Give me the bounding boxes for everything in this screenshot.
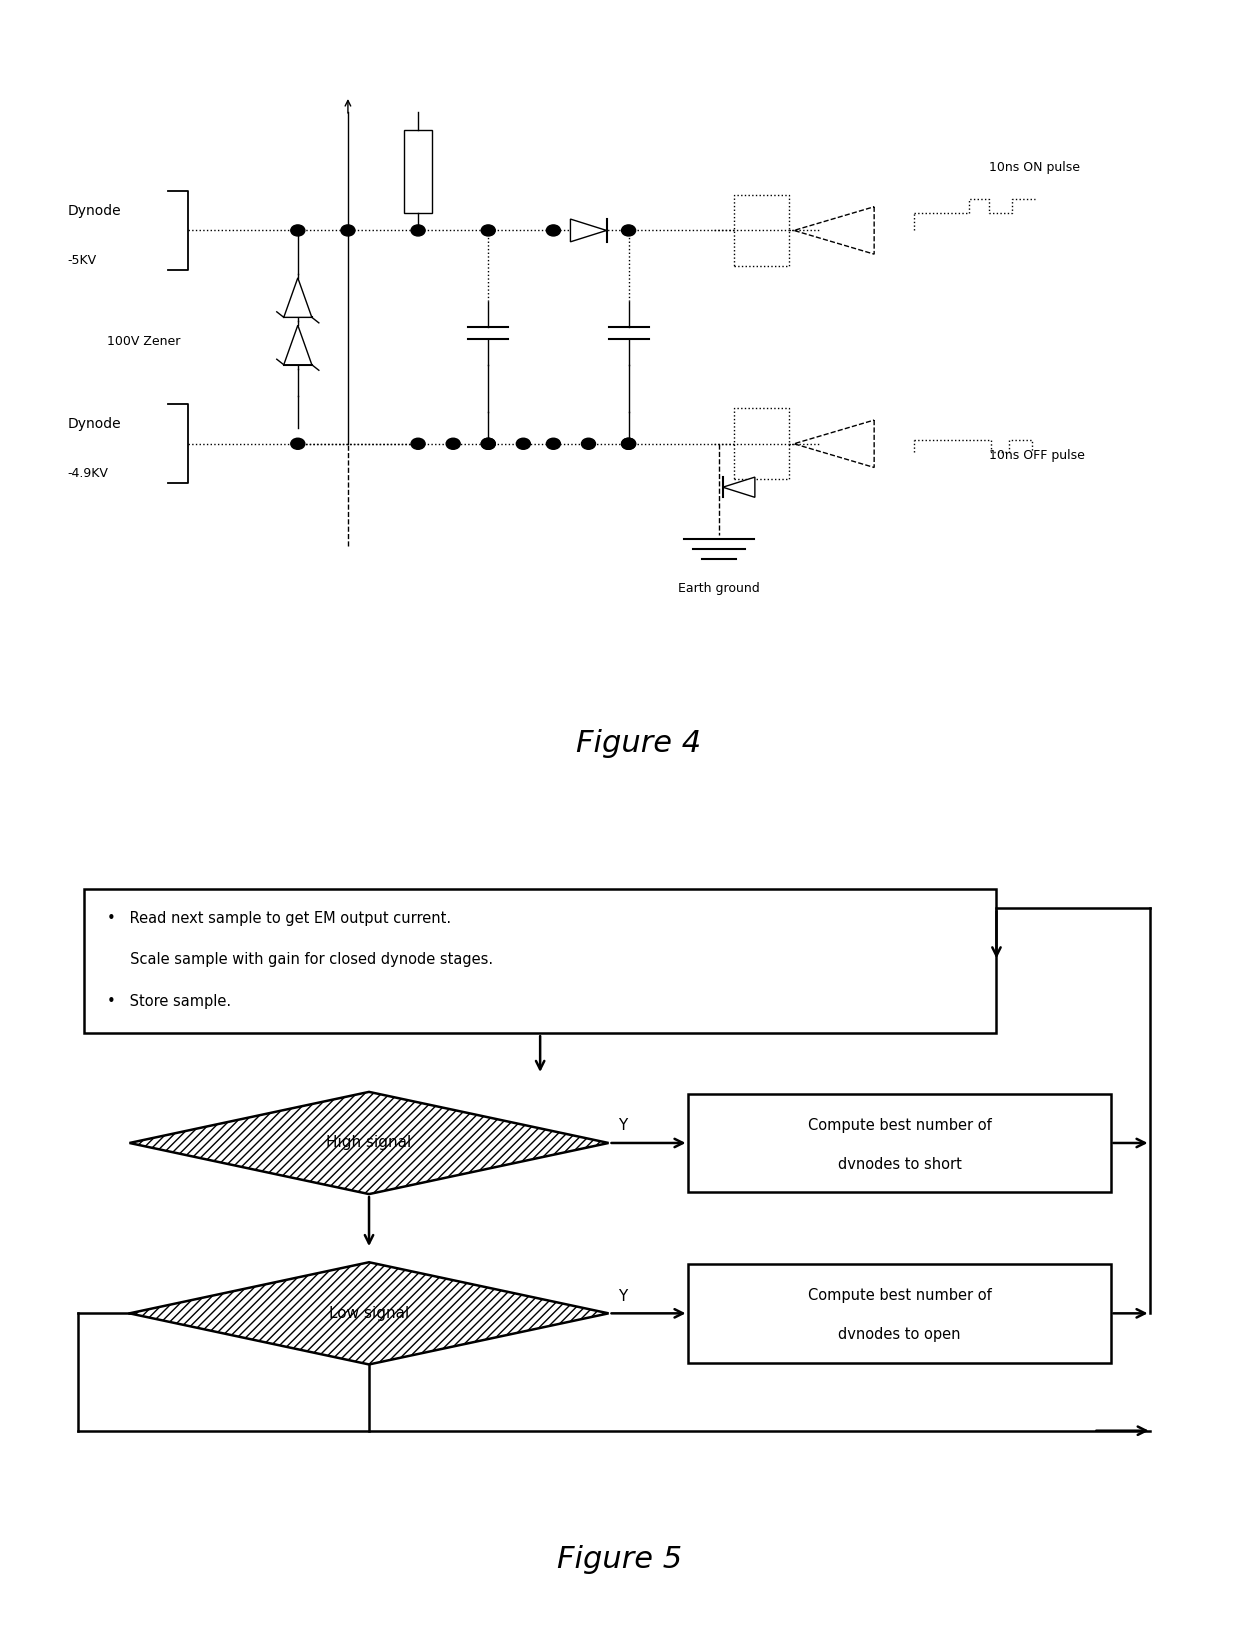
Circle shape — [621, 438, 636, 449]
Circle shape — [547, 438, 560, 449]
Bar — [734, 408, 789, 479]
Circle shape — [446, 438, 460, 449]
Text: Dynode: Dynode — [67, 416, 120, 431]
Text: Scale sample with gain for closed dynode stages.: Scale sample with gain for closed dynode… — [107, 951, 492, 968]
Polygon shape — [284, 278, 311, 318]
Polygon shape — [723, 477, 755, 497]
Text: Figure 5: Figure 5 — [558, 1546, 682, 1574]
Circle shape — [516, 438, 531, 449]
Polygon shape — [129, 1262, 609, 1365]
Bar — [688, 1093, 1111, 1192]
Polygon shape — [129, 1091, 609, 1193]
Bar — [734, 194, 789, 267]
Text: -5KV: -5KV — [67, 253, 97, 267]
Text: 10ns ON pulse: 10ns ON pulse — [990, 161, 1080, 174]
Text: dvnodes to short: dvnodes to short — [837, 1157, 961, 1172]
Circle shape — [481, 226, 495, 235]
Text: dvnodes to open: dvnodes to open — [838, 1327, 961, 1343]
Circle shape — [621, 438, 636, 449]
Circle shape — [582, 438, 595, 449]
Text: •   Read next sample to get EM output current.: • Read next sample to get EM output curr… — [107, 910, 451, 925]
Circle shape — [547, 226, 560, 235]
Polygon shape — [570, 219, 606, 242]
Text: Y: Y — [618, 1118, 627, 1132]
Text: Compute best number of: Compute best number of — [807, 1118, 991, 1132]
Bar — [688, 1264, 1111, 1363]
Bar — [84, 889, 997, 1034]
Bar — [404, 130, 432, 212]
Text: Low signal: Low signal — [329, 1305, 409, 1320]
Text: High signal: High signal — [326, 1136, 412, 1151]
Text: 100V Zener: 100V Zener — [108, 334, 181, 347]
Text: Figure 4: Figure 4 — [577, 729, 701, 759]
Polygon shape — [284, 326, 311, 365]
Text: 10ns OFF pulse: 10ns OFF pulse — [990, 449, 1085, 463]
Circle shape — [291, 438, 305, 449]
Circle shape — [481, 438, 495, 449]
Circle shape — [291, 226, 305, 235]
Circle shape — [412, 438, 425, 449]
Circle shape — [621, 226, 636, 235]
Circle shape — [412, 226, 425, 235]
Text: •   Store sample.: • Store sample. — [107, 994, 231, 1009]
Text: Compute best number of: Compute best number of — [807, 1289, 991, 1304]
Text: -4.9KV: -4.9KV — [67, 467, 108, 481]
Text: Y: Y — [618, 1289, 627, 1304]
Text: Earth ground: Earth ground — [678, 583, 760, 594]
Circle shape — [481, 438, 495, 449]
Text: Dynode: Dynode — [67, 204, 120, 217]
Circle shape — [341, 226, 355, 235]
